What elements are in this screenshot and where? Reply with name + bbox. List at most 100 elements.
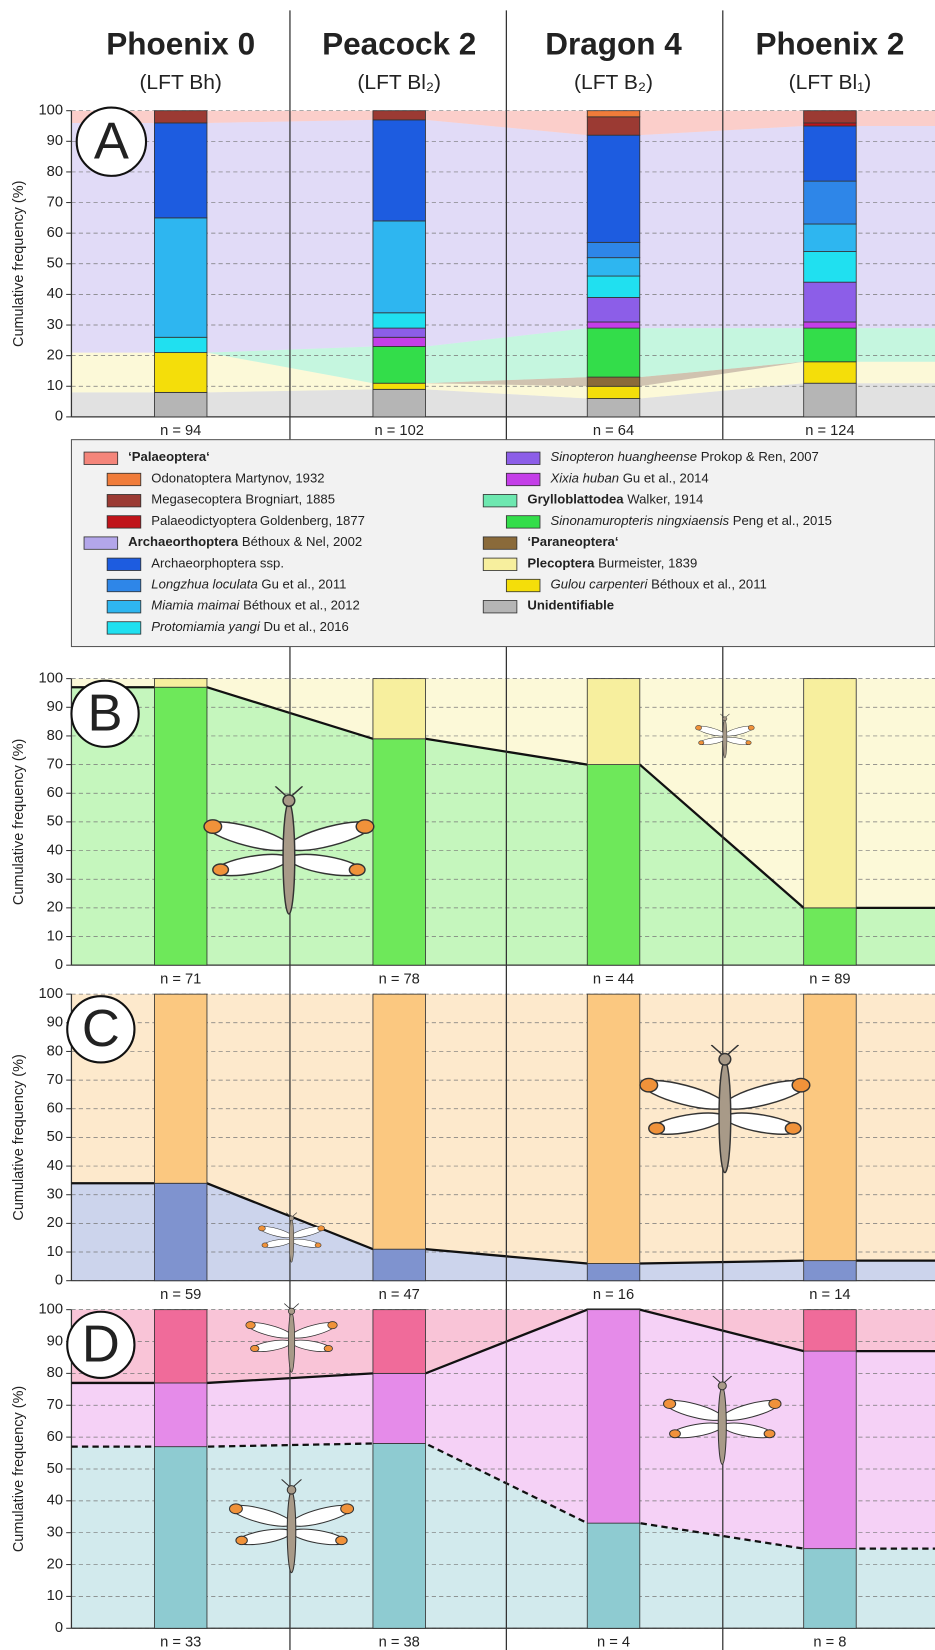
bar-segment [804,126,857,181]
bar-segment [804,994,857,1260]
bar-segment [373,337,426,346]
legend-entry: Megasecoptera Brogniart, 1885 [151,492,335,507]
legend-swatch [483,537,517,549]
legend-name: Longzhua loculata [151,577,257,592]
legend-swatch [506,579,540,591]
y-tick-label: 90 [47,699,63,715]
sample-size: n = 59 [160,1287,201,1303]
sample-size: n = 124 [805,423,854,439]
y-tick-label: 20 [47,1215,63,1231]
bar-segment [373,1310,426,1374]
bar-segment [804,679,857,908]
y-tick-label: 30 [47,1525,63,1541]
y-tick-label: 50 [47,1461,63,1477]
bar-segment [804,328,857,362]
bar-segment [587,135,640,242]
bar-segment [804,322,857,328]
y-tick-label: 60 [47,225,63,241]
bar-segment [154,687,207,965]
bar-segment [804,224,857,252]
bar-segment [587,322,640,328]
y-axis-label: Cumulative frequency (%) [11,1386,27,1552]
bar-segment [373,994,426,1249]
site-unit: (LFT Bl₂) [357,71,441,94]
legend-name: Grylloblattodea [527,492,624,507]
legend-entry: Unidentifiable [527,598,614,613]
legend-name: Archaeorphoptera ssp. [151,556,284,571]
bar-segment [804,362,857,383]
y-axis-label: Cumulative frequency (%) [11,739,27,905]
bar-segment [373,1249,426,1281]
legend-entry: Odonatoptera Martynov, 1932 [151,471,324,486]
bar-segment [154,1447,207,1629]
bar-segment [587,994,640,1263]
y-tick-label: 30 [47,317,63,333]
legend-swatch [107,601,141,613]
site-unit: (LFT Bh) [139,71,221,94]
panel-label: B [88,685,123,743]
legend-name: Gulou carpenteri [550,577,648,592]
bar-segment [587,1310,640,1523]
bar-segment [154,679,207,688]
bar-segment [587,242,640,257]
sample-size: n = 14 [809,1287,850,1303]
bar-segment [804,1261,857,1281]
legend-entry: ‘Paraneoptera‘ [527,535,618,550]
bar-segment [804,111,857,123]
legend-name: ‘Palaeoptera‘ [128,450,210,465]
bar-segment [804,282,857,322]
legend-author: Béthoux et al., 2012 [239,598,359,613]
legend-swatch [107,473,141,485]
legend-entry: Gulou carpenteri Béthoux et al., 2011 [550,577,766,592]
bar-segment [587,297,640,321]
y-tick-label: 80 [47,728,63,744]
y-tick-label: 90 [47,1015,63,1031]
y-tick-label: 80 [47,1365,63,1381]
legend-name: Sinopteron huangheense [550,450,697,465]
site-unit: (LFT B₂) [574,71,653,94]
bar-segment [154,353,207,393]
y-tick-label: 40 [47,286,63,302]
y-tick-label: 80 [47,164,63,180]
y-tick-label: 0 [55,957,63,973]
page: ‘Palaeoptera‘ Odonatoptera Martynov, 1932… [0,0,935,1650]
site-name: Peacock 2 [322,27,476,62]
legend-swatch [107,516,141,528]
y-tick-label: 70 [47,1072,63,1088]
legend-swatch [107,579,141,591]
sample-size: n = 44 [593,972,634,988]
bar-segment [373,679,426,739]
y-tick-label: 60 [47,1101,63,1117]
sample-size: n = 47 [379,1287,420,1303]
legend-author: Peng et al., 2015 [729,513,832,528]
panel-label: A [94,113,129,171]
bar-segment [373,1373,426,1443]
y-tick-label: 10 [47,1244,63,1260]
bar-segment [154,218,207,337]
y-tick-label: 90 [47,133,63,149]
legend-author: Walker, 1914 [624,492,704,507]
bar-segment [587,1263,640,1280]
y-tick-label: 100 [39,103,64,119]
legend-name: Protomiamia yangi [151,619,261,634]
legend-swatch [107,494,141,506]
bar-segment [587,377,640,386]
bar-segment [804,908,857,965]
legend-entry: Archaeorthoptera Béthoux & Nel, 2002 [128,535,362,550]
sample-size: n = 38 [379,1635,420,1650]
legend-name: Unidentifiable [527,598,614,613]
site-unit: (LFT Bl₁) [789,71,872,94]
y-tick-label: 80 [47,1043,63,1059]
bar-segment [154,1383,207,1447]
bar-segment [587,679,640,765]
y-tick-label: 60 [47,785,63,801]
bar-segment [587,399,640,417]
legend-entry: Palaeodictyoptera Goldenberg, 1877 [151,513,365,528]
y-tick-label: 40 [47,1158,63,1174]
legend-author: Béthoux & Nel, 2002 [238,535,362,550]
legend-entry: Grylloblattodea Walker, 1914 [527,492,703,507]
bar-segment [154,1310,207,1383]
y-tick-label: 20 [47,1556,63,1572]
bar-segment [587,328,640,377]
legend-name: Sinonamuropteris ningxiaensis [550,513,729,528]
